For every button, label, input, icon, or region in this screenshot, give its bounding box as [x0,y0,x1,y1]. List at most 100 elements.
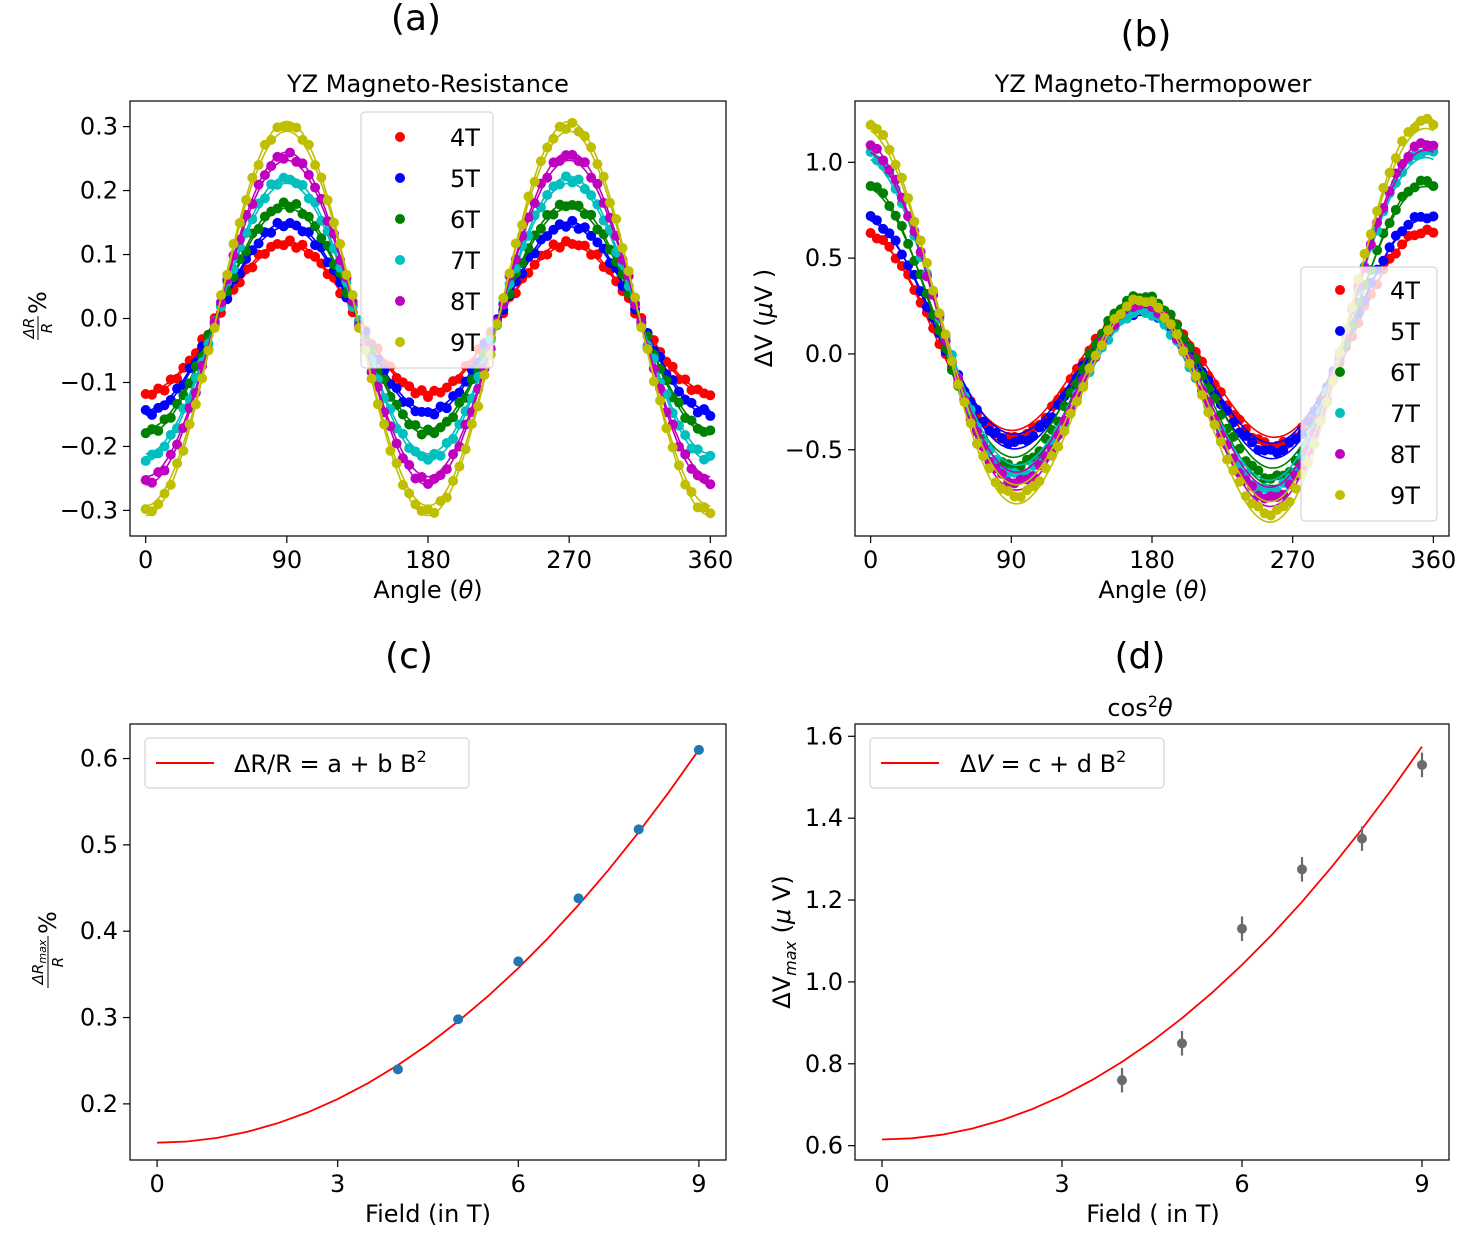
xtick-label-c: 9 [691,1170,706,1198]
ytick-label-a: −0.2 [60,432,118,460]
data-point-4T [159,385,170,396]
axes-frame-c [129,723,727,1161]
title-b: YZ Magneto-Thermopower [994,70,1312,98]
svg-text:5T: 5T [450,165,480,193]
data-point-9T [1422,113,1433,124]
legend-entry: 5T [395,165,480,193]
legend-entry: 4T [395,124,480,152]
data-point-4T [884,241,895,252]
data-point-5T [441,403,452,414]
svg-text:7T: 7T [450,247,480,275]
svg-text:ΔR: ΔR [20,318,38,340]
svg-text:6T: 6T [450,206,480,234]
axes-frame-d [854,723,1450,1161]
legend-c: ΔR/R = a + b B2 [144,737,470,789]
fit-line-9T [145,120,711,517]
ytick-label-d: 1.4 [805,804,843,832]
fit-line-7T [145,182,711,455]
data-point-6T [397,409,408,420]
legend-fit-label: ΔV = c + d B2 [960,747,1126,778]
fit-line-8T [145,159,711,478]
fit-line-6T [145,201,711,436]
data-point-5T [567,215,578,226]
ytick-label-a: −0.1 [60,368,118,396]
data-point-5T [1278,445,1289,456]
data-point [1237,923,1247,934]
data-point-9T [1234,476,1245,487]
ytick-label-d: 1.0 [805,968,843,996]
xtick-label-b: 90 [996,546,1027,574]
data-point [693,744,704,755]
xlabel-a: Angle (θ) [373,576,482,604]
legend-b: 4T 5T 6T 7T 8T 9T [1300,266,1438,522]
ytick-label-c: 0.2 [80,1090,118,1118]
data-point [633,824,644,835]
data-point-5T [542,231,553,242]
fit-curve [157,749,700,1144]
xtick-label-b: 180 [1129,546,1175,574]
svg-text:7T: 7T [1390,400,1420,428]
panel-label-d: (d) [1115,636,1166,677]
ytick-label-a: 0.0 [80,305,118,333]
ytick-label-d: 0.6 [805,1132,843,1160]
data-point-8T [878,155,889,166]
ylabel-c: ΔRmax R % [29,911,67,988]
ytick-label-a: 0.3 [80,113,118,141]
panel-label-b: (b) [1121,14,1172,55]
legend-fit-label: ΔR/R = a + b B2 [234,747,427,778]
svg-text:ΔV (μV ): ΔV (μV ) [750,269,778,368]
xtick-label-b: 270 [1270,546,1316,574]
xlabel-d: Field ( in T) [1086,1200,1220,1228]
svg-text:9T: 9T [450,329,480,357]
data-point-9T [1428,119,1439,130]
legend-entry: 7T [395,247,480,275]
fit-line-5T [145,225,711,412]
ytick-label-c: 0.3 [80,1004,118,1032]
data-point-9T [1015,491,1026,502]
data-point-5T [1247,437,1258,448]
data-point [513,956,524,967]
data-point-5T [1028,431,1039,442]
ytick-label-c: 0.4 [80,917,118,945]
xtick-label-d: 3 [1054,1170,1069,1198]
svg-text:R: R [38,323,56,333]
fit-line-4T [145,244,711,393]
data-point-4T [878,235,889,246]
data-point-7T [705,450,716,461]
xtick-label-a: 90 [272,546,303,574]
xtick-label-d: 6 [1234,1170,1249,1198]
legend-entry: 9T [1335,482,1420,510]
svg-text:4T: 4T [450,124,480,152]
ytick-label-b: −0.5 [785,436,843,464]
data-point-6T [1428,181,1439,192]
data-point-5T [586,230,597,241]
xtick-label-a: 270 [546,546,592,574]
xtick-label-d: 0 [874,1170,889,1198]
data-point-6T [705,425,716,436]
data-point-8T [996,468,1007,479]
data-point-9T [291,122,302,133]
svg-text:8T: 8T [1390,441,1420,469]
fit-line-6T [145,207,711,430]
data-point-9T [159,488,170,499]
legend-a: 4T 5T 6T 7T 8T 9T [360,111,494,369]
data-point-9T [1253,501,1264,512]
fit-line-7T [145,175,711,462]
ytick-label-b: 0.0 [805,340,843,368]
plot-area-d: 0 3 6 9 0.6 0.8 1.0 1.2 1.4 1.6 [805,722,1430,1198]
svg-text:%: % [24,291,52,314]
data-point-5T [1240,430,1251,441]
svg-text:8T: 8T [450,288,480,316]
panel-label-a: (a) [391,0,441,39]
ytick-label-a: 0.1 [80,241,118,269]
ylabel-d: ΔVmax (μ V) [768,875,800,1008]
data-point-4T [416,385,427,396]
svg-text:R: R [49,957,67,967]
ylabel-b: ΔV (μV ) [750,269,778,368]
fit-line-4T [145,240,711,397]
fit-line-5T [145,221,711,416]
data-point [573,893,584,904]
data-point [1177,1038,1187,1049]
data-point-6T [1409,182,1420,193]
